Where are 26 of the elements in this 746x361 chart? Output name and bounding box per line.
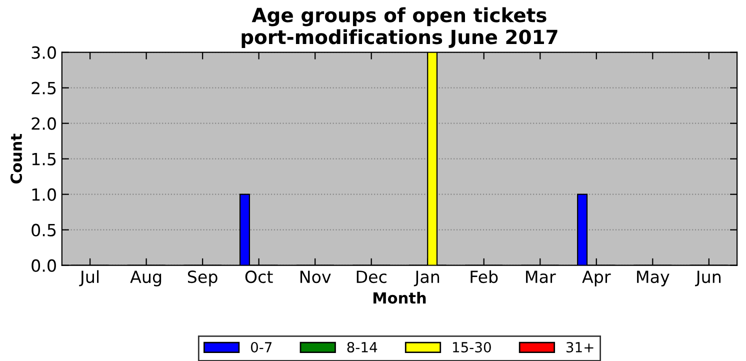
y-tick-label: 2.5	[32, 82, 56, 94]
y-tick-label: 0.0	[32, 259, 56, 272]
y-tick-label: 2.0	[32, 117, 56, 130]
y-tick-label: 1.0	[32, 188, 56, 201]
x-axis-title: Month	[374, 292, 426, 304]
y-tick-label: 3.0	[32, 46, 56, 59]
y-axis-title: Count	[10, 134, 22, 184]
x-tick-label: Sep	[188, 270, 218, 286]
x-tick-label: Apr	[582, 270, 611, 286]
x-tick-label: May	[637, 270, 670, 286]
x-tick-label: Oct	[245, 270, 273, 284]
x-tick-label: Jan	[414, 270, 440, 286]
legend-label: 8-14	[347, 342, 378, 352]
legend-label: 31+	[566, 342, 594, 352]
chart-title: Age groups of open tickets port-modifications June 2017	[242, 7, 558, 48]
legend-label: 0-7	[250, 342, 272, 352]
y-tick-label: 1.5	[32, 153, 56, 166]
legend-label: 15-30	[453, 342, 491, 352]
x-tick-label: Nov	[300, 270, 331, 284]
x-tick-label: Jun	[695, 270, 721, 286]
y-tick-label: 0.5	[32, 224, 56, 236]
x-tick-label: Dec	[356, 270, 386, 284]
x-tick-label: Feb	[470, 270, 498, 284]
x-tick-label: Jul	[79, 270, 99, 286]
x-tick-label: Aug	[130, 270, 162, 286]
x-tick-label: Mar	[526, 270, 556, 284]
